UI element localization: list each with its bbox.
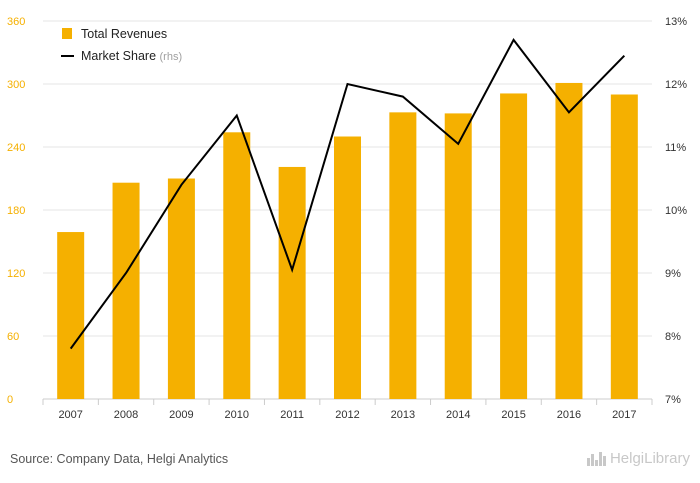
x-axis: 2007 2008 2009 2010 2011 2012 2013 2014 2015 2016… — [42, 399, 653, 421]
y-left-tick-label: 300 — [7, 79, 25, 91]
legend-label-market-share: Market Share (rhs) — [81, 49, 182, 63]
legend-label-revenues: Total Revenues — [81, 27, 167, 41]
y-right-tick-label: 13% — [665, 16, 687, 28]
y-right-tick-label: 10% — [665, 205, 687, 217]
y-left-tick-label: 120 — [7, 268, 25, 280]
brand-logo: HelgiLibrary — [586, 450, 690, 467]
chart: 2007 2008 2009 2010 2011 2012 2013 2014 2015 2016… — [7, 16, 687, 421]
legend: Total Revenues Market Share (rhs) — [61, 27, 182, 63]
y-right-tick-label: 12% — [665, 79, 687, 91]
legend-swatch-revenues — [62, 28, 72, 39]
x-tick-label: 2010 — [225, 409, 249, 421]
x-tick-label: 2013 — [391, 409, 415, 421]
y-axis-right: 7% 8% 9% 10% 11% 12% 13% — [665, 16, 687, 406]
x-tick-label: 2009 — [169, 409, 193, 421]
bar — [389, 112, 417, 399]
library-icon — [586, 451, 606, 466]
bar — [57, 232, 85, 399]
bar — [167, 178, 195, 399]
bar — [112, 182, 140, 399]
x-tick-label: 2007 — [58, 409, 82, 421]
y-axis-left: 0 60 120 180 240 300 360 — [7, 16, 25, 406]
line-path — [69, 38, 626, 350]
x-tick-label: 2012 — [335, 409, 359, 421]
x-tick-label: 2016 — [557, 409, 581, 421]
brand-name: HelgiLibrary — [609, 450, 690, 467]
y-left-tick-label: 0 — [7, 394, 13, 406]
y-left-tick-label: 180 — [7, 205, 25, 217]
source-note: Source: Company Data, Helgi Analytics — [10, 452, 229, 466]
x-tick-label: 2008 — [114, 409, 138, 421]
y-left-tick-label: 60 — [7, 331, 19, 343]
y-right-tick-label: 8% — [665, 331, 681, 343]
bar — [223, 132, 251, 400]
x-tick-label: 2014 — [446, 409, 470, 421]
bar — [444, 113, 472, 400]
x-tick-label: 2015 — [501, 409, 525, 421]
y-right-tick-label: 7% — [665, 394, 681, 406]
bar — [555, 82, 583, 399]
bars — [57, 82, 638, 400]
x-tick-label: 2011 — [280, 409, 304, 421]
bar — [610, 94, 638, 399]
bar — [278, 166, 306, 399]
y-left-tick-label: 360 — [7, 16, 25, 28]
x-tick-label: 2017 — [612, 409, 636, 421]
bar — [500, 93, 528, 399]
y-left-tick-label: 240 — [7, 142, 25, 154]
market-share-line — [69, 38, 626, 350]
y-right-tick-label: 11% — [665, 142, 686, 154]
y-right-tick-label: 9% — [665, 268, 681, 280]
bar — [334, 136, 361, 399]
